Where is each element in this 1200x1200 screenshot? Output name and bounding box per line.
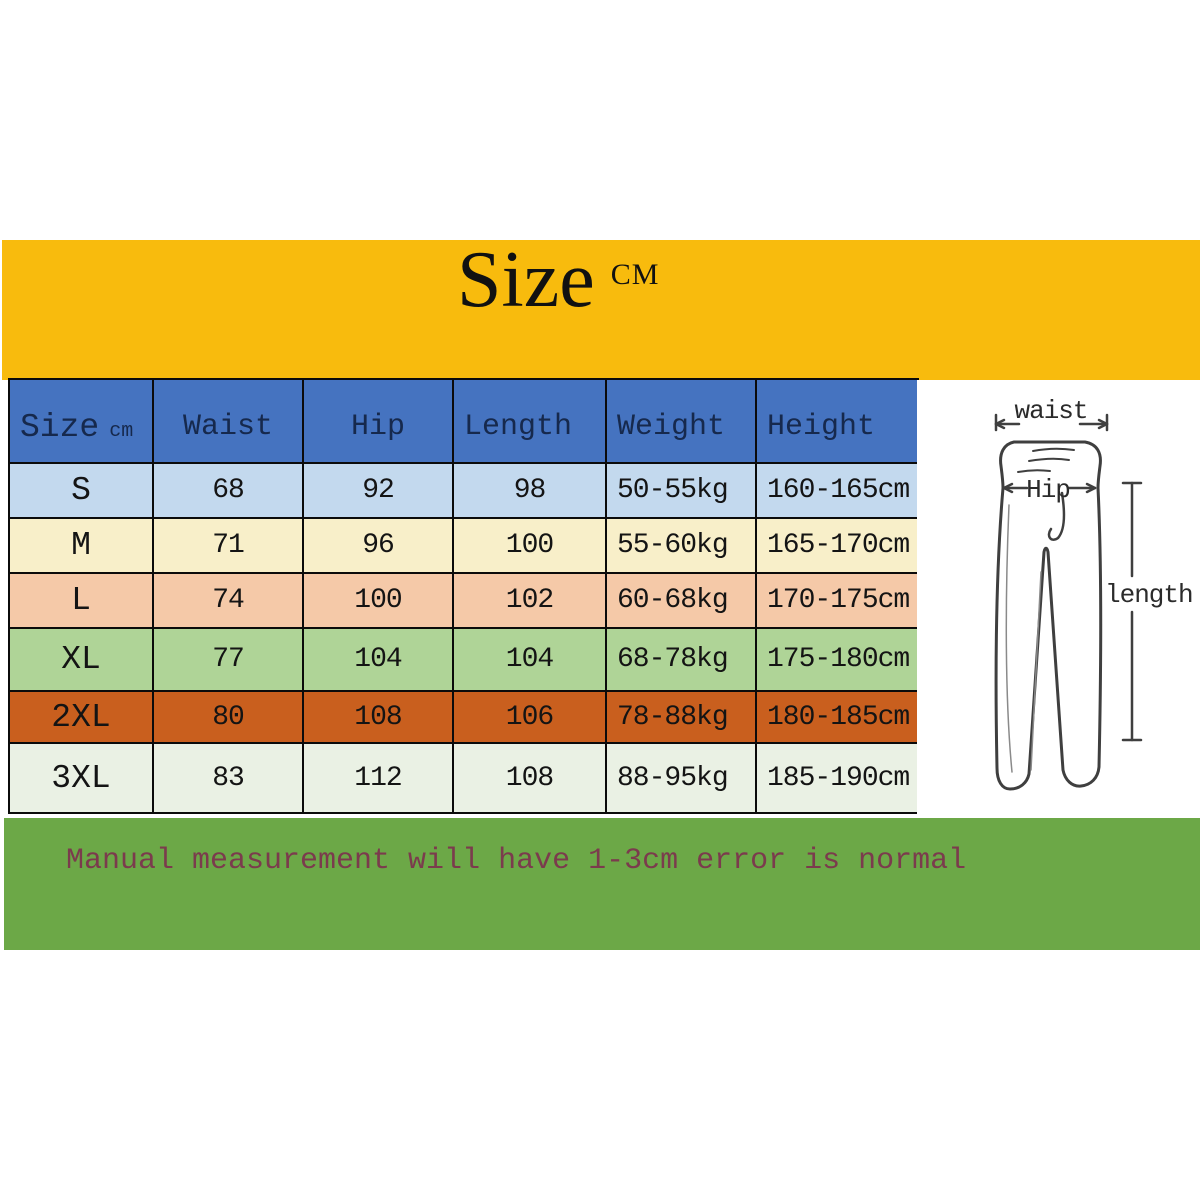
weight-cell: 55-60kg [605, 517, 757, 574]
column-header-size-unit: cm [109, 419, 134, 443]
waist-cell: 83 [152, 742, 304, 814]
weight-cell: 88-95kg [605, 742, 757, 814]
waist-cell: 68 [152, 462, 304, 519]
size-label-cell: 3XL [8, 742, 154, 814]
length-cell: 106 [452, 690, 607, 744]
height-cell: 170-175cm [755, 572, 919, 629]
waist-dimension-line [994, 413, 1109, 432]
hip-cell: 112 [302, 742, 454, 814]
table-row: XL 77 104 104 68-78kg 175-180cm [8, 627, 919, 692]
measurement-note: Manual measurement will have 1-3cm error… [66, 844, 967, 878]
height-cell: 185-190cm [755, 742, 919, 814]
column-header-weight: Weight [605, 378, 757, 464]
size-label-cell: L [8, 572, 154, 629]
column-header-size-label: Size [20, 408, 100, 446]
hip-cell: 108 [302, 690, 454, 744]
column-header-waist: Waist [152, 378, 304, 464]
hip-dimension-line [1002, 482, 1097, 494]
length-cell: 98 [452, 462, 607, 519]
pants-outline-diagram: waist Hip length [994, 396, 1194, 791]
table-row: 2XL 80 108 106 78-88kg 180-185cm [8, 690, 919, 744]
hip-label: Hip [1026, 475, 1070, 505]
height-cell: 175-180cm [755, 627, 919, 692]
hip-cell: 96 [302, 517, 454, 574]
height-cell: 180-185cm [755, 690, 919, 744]
weight-cell: 68-78kg [605, 627, 757, 692]
weight-cell: 60-68kg [605, 572, 757, 629]
waist-cell: 80 [152, 690, 304, 744]
table-row: M 71 96 100 55-60kg 165-170cm [8, 517, 919, 574]
size-label-cell: XL [8, 627, 154, 692]
waist-cell: 71 [152, 517, 304, 574]
hip-cell: 104 [302, 627, 454, 692]
waist-label: waist [1014, 396, 1087, 426]
height-cell: 165-170cm [755, 517, 919, 574]
column-header-length: Length [452, 378, 607, 464]
table-row: 3XL 83 112 108 88-95kg 185-190cm [8, 742, 919, 814]
weight-cell: 78-88kg [605, 690, 757, 744]
table-row: L 74 100 102 60-68kg 170-175cm [8, 572, 919, 629]
pants-silhouette [994, 440, 1103, 791]
page-title: Size CM [457, 240, 659, 320]
size-label-cell: 2XL [8, 690, 154, 744]
length-cell: 100 [452, 517, 607, 574]
hip-cell: 100 [302, 572, 454, 629]
height-cell: 160-165cm [755, 462, 919, 519]
footer-banner: Manual measurement will have 1-3cm error… [4, 818, 1200, 950]
length-cell: 102 [452, 572, 607, 629]
fly-curve [1047, 491, 1066, 541]
column-header-hip: Hip [302, 378, 454, 464]
weight-cell: 50-55kg [605, 462, 757, 519]
waist-cell: 74 [152, 572, 304, 629]
table-header-row: Size cm Waist Hip Length Weight Height [8, 378, 919, 464]
size-label-cell: S [8, 462, 154, 519]
page-title-unit: CM [610, 258, 660, 291]
length-label: length [1105, 580, 1193, 610]
leg-creases [1005, 504, 1042, 773]
length-dimension-line [1121, 481, 1143, 742]
waistband-wrinkles [1017, 447, 1075, 473]
length-cell: 104 [452, 627, 607, 692]
column-header-height: Height [755, 378, 919, 464]
pants-diagram-panel: waist Hip length [917, 380, 1200, 818]
waist-cell: 77 [152, 627, 304, 692]
column-header-size: Size cm [8, 378, 154, 464]
size-label-cell: M [8, 517, 154, 574]
hip-cell: 92 [302, 462, 454, 519]
size-table: Size cm Waist Hip Length Weight Height S … [8, 378, 919, 814]
title-banner: Size CM [2, 240, 1200, 380]
table-row: S 68 92 98 50-55kg 160-165cm [8, 462, 919, 519]
page-title-text: Size [457, 236, 595, 324]
length-cell: 108 [452, 742, 607, 814]
